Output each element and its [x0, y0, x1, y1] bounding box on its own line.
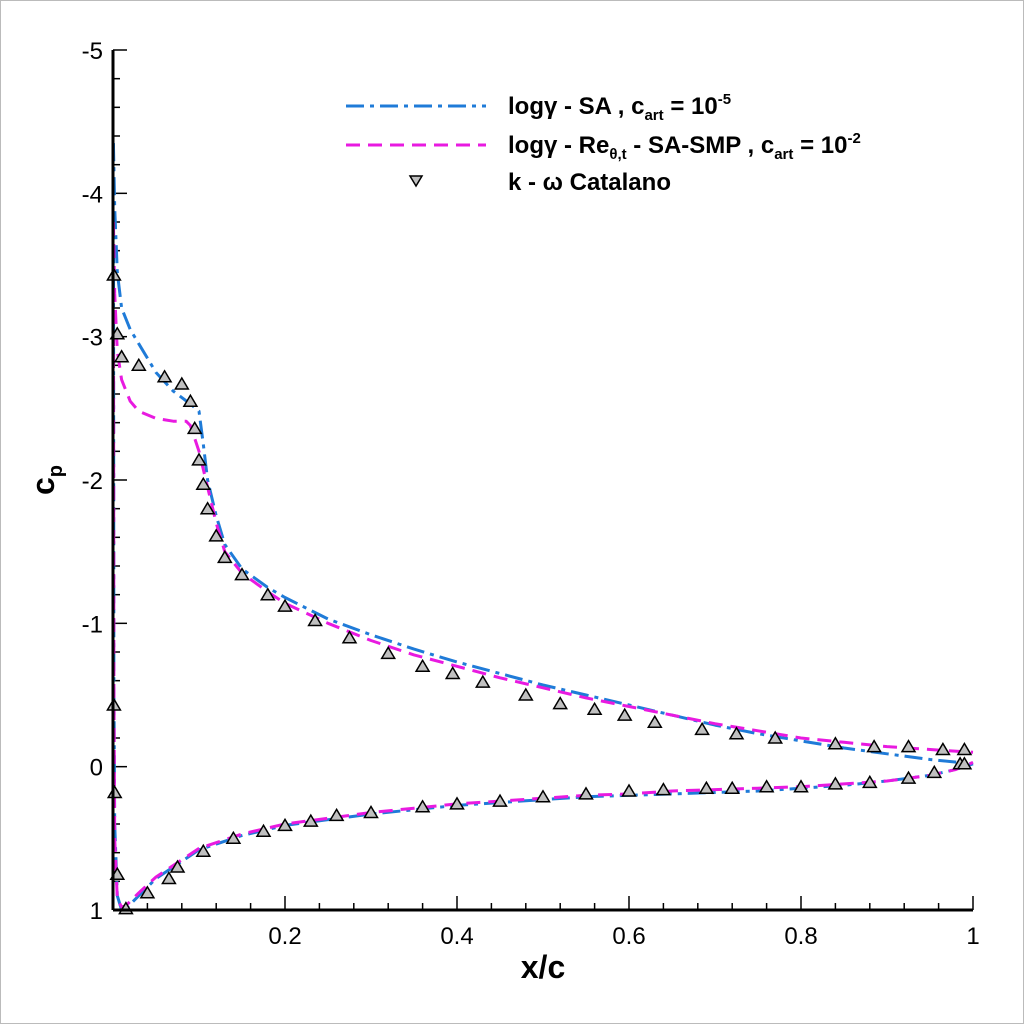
x-tick-label: 0.8: [784, 923, 817, 950]
catalano-marker: [169, 859, 186, 873]
y-tick-label: -2: [82, 468, 103, 495]
catalano-marker: [414, 658, 431, 673]
legend-label-catalano: k - ω Catalano: [508, 169, 671, 196]
catalano-marker: [234, 567, 250, 581]
x-tick-label: 0.6: [612, 923, 645, 950]
catalano-marker: [616, 707, 633, 721]
catalano-marker: [302, 813, 319, 827]
x-tick-label: 1: [966, 923, 979, 950]
catalano-marker: [926, 764, 943, 779]
catalano-marker: [380, 645, 397, 660]
catalano-marker: [186, 420, 203, 435]
catalano-marker: [866, 739, 882, 753]
catalano-marker: [724, 780, 741, 794]
catalano-marker: [827, 776, 844, 790]
y-tick-label: -5: [82, 38, 103, 65]
catalano-marker: [474, 674, 491, 688]
catalano-marker: [195, 843, 212, 857]
catalano-marker: [935, 742, 951, 756]
catalano-marker: [827, 736, 844, 750]
catalano-marker: [191, 452, 207, 466]
catalano-marker: [139, 885, 156, 899]
y-axis-title-main: c: [25, 477, 61, 495]
catalano-marker: [449, 796, 465, 810]
y-tick-label: 0: [90, 755, 103, 782]
legend-label-sa-smp: logγ - Reθ,t - SA-SMP , cart = 10-2: [508, 130, 861, 163]
catalano-marker: [225, 830, 242, 845]
catalano-marker: [113, 349, 130, 363]
catalano-marker: [444, 666, 461, 680]
y-tick-label: 1: [90, 898, 103, 925]
y-tick-label: -4: [82, 181, 103, 208]
y-axis-title-sub: p: [45, 465, 67, 477]
catalano-marker: [208, 528, 225, 542]
catalano-marker: [767, 730, 784, 744]
catalano-marker: [182, 393, 199, 407]
catalano-marker: [328, 807, 345, 822]
series-0-lower-line: [111, 143, 974, 912]
x-axis-title: x/c: [521, 949, 565, 985]
catalano-marker: [698, 780, 715, 794]
catalano-marker: [156, 369, 173, 383]
catalano-marker: [586, 701, 603, 716]
catalano-marker: [956, 742, 973, 756]
x-tick-label: 0.2: [268, 923, 301, 950]
series-0-upper-line: [111, 143, 974, 766]
legend-label-sa: logγ - SA , cart = 10-5: [508, 91, 731, 124]
catalano-marker: [130, 357, 147, 372]
catalano-marker: [956, 756, 973, 770]
catalano-marker: [277, 598, 293, 612]
catalano-marker: [517, 687, 534, 701]
legend: logγ - SA , cart = 10-5 logγ - Reθ,t - S…: [346, 91, 861, 196]
catalano-marker: [277, 817, 293, 832]
catalano-marker: [106, 785, 123, 799]
catalano-marker: [900, 770, 917, 784]
catalano-marker: [173, 376, 190, 390]
legend-marker-catalano: [408, 175, 424, 188]
y-tick-label: -3: [82, 325, 103, 352]
catalano-marker: [728, 726, 745, 740]
catalano-marker: [535, 789, 551, 803]
series-1-upper-line: [111, 221, 974, 754]
catalano-marker: [363, 805, 379, 819]
catalano-marker: [578, 786, 594, 800]
catalano-marker: [861, 774, 878, 789]
catalano-marker: [758, 779, 775, 793]
catalano-marker: [655, 782, 672, 796]
catalano-marker: [259, 587, 276, 601]
catalano-marker: [492, 793, 508, 807]
x-tick-labels: 0.2 0.4 0.6 0.8 1: [268, 923, 979, 950]
catalano-marker: [255, 823, 272, 837]
catalano-marker: [195, 476, 212, 491]
catalano-marker: [414, 799, 431, 813]
catalano-marker: [793, 779, 809, 793]
y-axis-title: cp: [25, 465, 67, 495]
catalano-marker: [199, 501, 216, 515]
y-tick-labels: -5 -4 -3 -2 -1 0 1: [82, 38, 103, 925]
y-tick-label: -1: [82, 611, 103, 638]
catalano-marker: [646, 714, 663, 728]
catalano-marker: [216, 549, 233, 564]
catalano-marker: [621, 783, 637, 797]
x-tick-label: 0.4: [440, 923, 473, 950]
catalano-marker: [900, 739, 917, 753]
catalano-marker: [161, 871, 177, 885]
catalano-marker: [307, 613, 323, 627]
catalano-marker: [341, 630, 358, 644]
catalano-marker: [552, 696, 569, 710]
catalano-marker: [694, 721, 710, 736]
